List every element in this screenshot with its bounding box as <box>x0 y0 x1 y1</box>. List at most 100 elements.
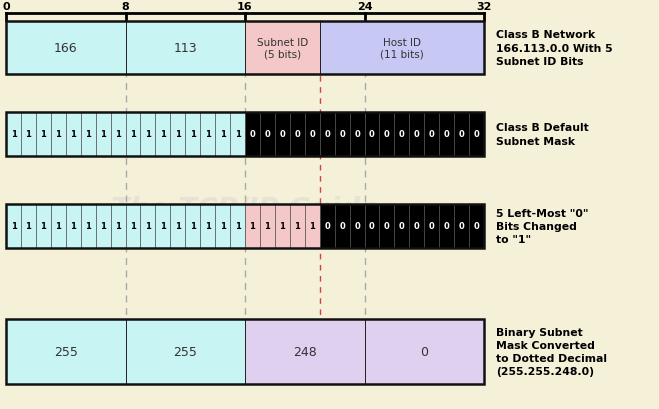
Text: 1: 1 <box>279 222 285 231</box>
Text: Subnet ID
(5 bits): Subnet ID (5 bits) <box>257 38 308 59</box>
Text: 248: 248 <box>293 345 316 358</box>
Bar <box>439 204 454 248</box>
Bar <box>260 113 275 157</box>
Text: 1: 1 <box>85 222 91 231</box>
Text: 0: 0 <box>354 130 360 139</box>
Bar <box>290 113 304 157</box>
Text: 0: 0 <box>279 130 285 139</box>
Bar <box>125 319 245 384</box>
Bar <box>335 113 349 157</box>
Text: 1: 1 <box>26 130 32 139</box>
Bar <box>245 22 320 75</box>
Text: 166: 166 <box>54 42 78 55</box>
Text: 1: 1 <box>250 222 256 231</box>
Text: Binary Subnet
Mask Converted
to Dotted Decimal
(255.255.248.0): Binary Subnet Mask Converted to Dotted D… <box>496 327 607 376</box>
Text: 8: 8 <box>122 2 129 12</box>
Bar <box>320 113 335 157</box>
Bar <box>185 204 200 248</box>
Bar <box>6 113 21 157</box>
Bar <box>230 113 245 157</box>
Text: 0: 0 <box>369 222 375 231</box>
Text: 1: 1 <box>11 130 16 139</box>
Text: 1: 1 <box>100 222 106 231</box>
Bar <box>215 113 230 157</box>
Text: 0: 0 <box>369 130 375 139</box>
Bar <box>80 113 96 157</box>
Bar <box>6 204 484 248</box>
Bar <box>380 204 394 248</box>
Text: 0: 0 <box>250 130 255 139</box>
Text: 1: 1 <box>295 222 301 231</box>
Text: 1: 1 <box>71 130 76 139</box>
Bar <box>380 113 394 157</box>
Text: 0: 0 <box>339 130 345 139</box>
Text: Class B Network
166.113.0.0 With 5
Subnet ID Bits: Class B Network 166.113.0.0 With 5 Subne… <box>496 30 613 67</box>
Bar <box>304 204 320 248</box>
Bar <box>200 204 215 248</box>
Text: 0: 0 <box>414 130 420 139</box>
Text: 1: 1 <box>235 130 241 139</box>
Text: 0: 0 <box>324 222 330 231</box>
Text: 0: 0 <box>444 130 449 139</box>
Bar <box>364 319 484 384</box>
Bar <box>260 204 275 248</box>
Bar <box>469 204 484 248</box>
Bar <box>111 204 125 248</box>
Bar <box>320 204 484 248</box>
Text: 1: 1 <box>85 130 91 139</box>
Text: 0: 0 <box>354 222 360 231</box>
Text: 1: 1 <box>264 222 270 231</box>
Text: 255: 255 <box>54 345 78 358</box>
Text: 255: 255 <box>173 345 197 358</box>
Bar <box>6 319 125 384</box>
Bar <box>275 204 290 248</box>
Text: 1: 1 <box>219 222 225 231</box>
Bar <box>170 113 185 157</box>
Bar <box>6 204 21 248</box>
Text: 1: 1 <box>55 130 61 139</box>
Bar <box>21 113 36 157</box>
Text: 1: 1 <box>205 130 211 139</box>
Bar <box>140 113 156 157</box>
Text: 24: 24 <box>357 2 372 12</box>
Text: 0: 0 <box>459 222 465 231</box>
Bar <box>215 204 230 248</box>
Text: 1: 1 <box>40 222 46 231</box>
Text: 16: 16 <box>237 2 253 12</box>
Bar <box>364 204 380 248</box>
Bar <box>6 113 484 157</box>
Text: 0: 0 <box>474 222 479 231</box>
Text: The TCP/IP Guide: The TCP/IP Guide <box>111 196 379 223</box>
Text: 0: 0 <box>399 130 405 139</box>
Bar <box>6 22 125 75</box>
Bar <box>36 204 51 248</box>
Text: 0: 0 <box>339 222 345 231</box>
Text: 113: 113 <box>173 42 197 55</box>
Bar <box>245 204 260 248</box>
Bar <box>349 113 364 157</box>
Text: 1: 1 <box>11 222 16 231</box>
Text: 1: 1 <box>190 222 196 231</box>
Bar <box>349 204 364 248</box>
Text: 0: 0 <box>420 345 428 358</box>
Text: 0: 0 <box>309 130 315 139</box>
Bar <box>156 204 170 248</box>
Bar <box>290 204 304 248</box>
Text: 0: 0 <box>474 130 479 139</box>
Text: 0: 0 <box>414 222 420 231</box>
Bar <box>469 113 484 157</box>
Text: 1: 1 <box>145 130 151 139</box>
Text: 0: 0 <box>384 222 389 231</box>
Bar <box>96 113 111 157</box>
Text: 1: 1 <box>115 222 121 231</box>
Bar <box>170 204 185 248</box>
Text: 1: 1 <box>175 222 181 231</box>
Bar <box>51 113 66 157</box>
Bar <box>245 319 364 384</box>
Bar <box>304 113 320 157</box>
Text: 1: 1 <box>130 222 136 231</box>
Bar <box>335 204 349 248</box>
Text: 1: 1 <box>55 222 61 231</box>
Bar <box>66 204 80 248</box>
Bar <box>394 204 409 248</box>
